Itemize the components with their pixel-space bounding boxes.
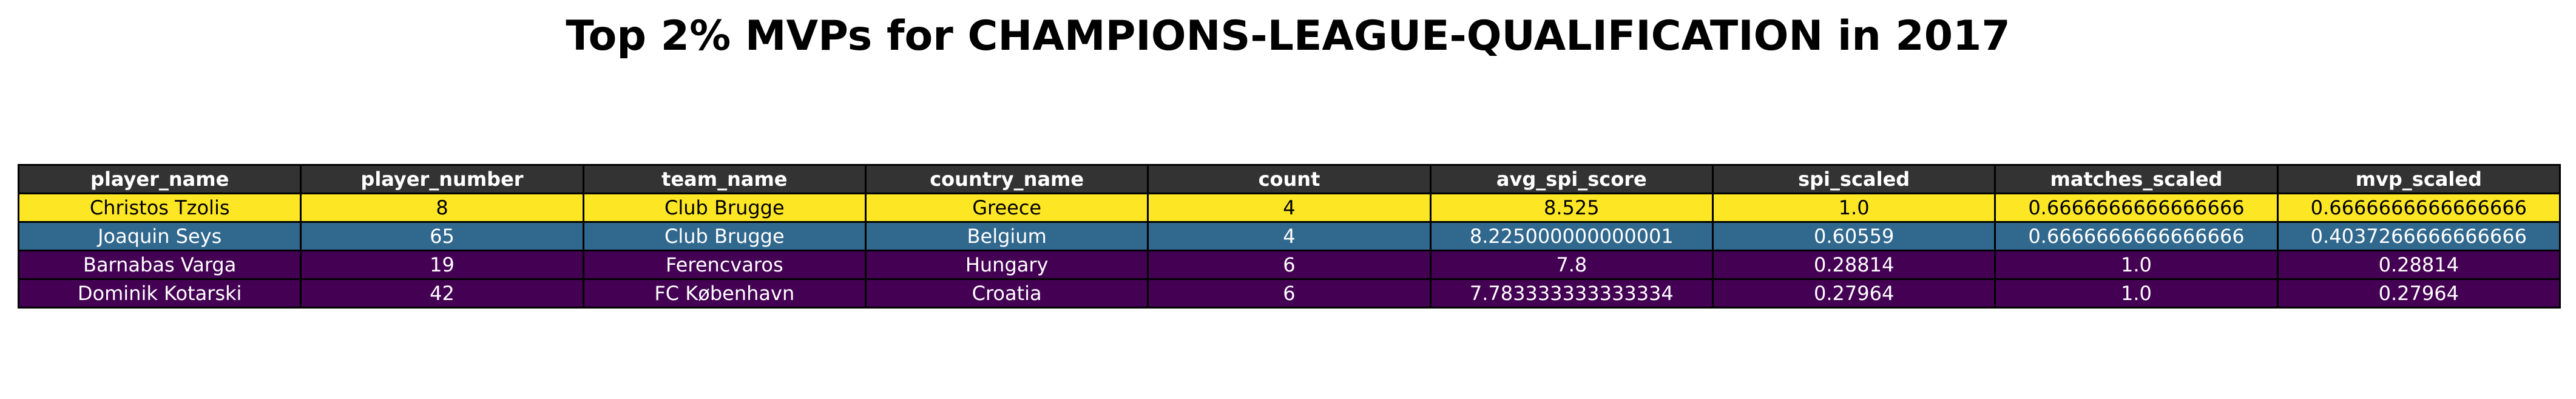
cell-matches-scaled: 0.6666666666666666 — [1994, 193, 2279, 223]
header-mvp-scaled: mvp_scaled — [2276, 164, 2561, 194]
cell-count: 4 — [1147, 193, 1432, 223]
mvp-table-container: player_name player_number team_name coun… — [17, 164, 2561, 309]
cell-mvp-scaled: 0.28814 — [2276, 250, 2561, 280]
cell-country-name: Hungary — [864, 250, 1149, 280]
cell-avg-spi-score: 7.8 — [1429, 250, 1714, 280]
header-matches-scaled: matches_scaled — [1994, 164, 2279, 194]
cell-player-name: Christos Tzolis — [17, 193, 302, 223]
cell-spi-scaled: 1.0 — [1711, 193, 1996, 223]
cell-player-number: 8 — [300, 193, 584, 223]
cell-country-name: Greece — [864, 193, 1149, 223]
cell-player-name: Dominik Kotarski — [17, 278, 302, 309]
cell-player-number: 65 — [300, 221, 584, 251]
cell-player-number: 42 — [300, 278, 584, 309]
cell-avg-spi-score: 8.525 — [1429, 193, 1714, 223]
table-row: Dominik Kotarski 42 FC København Croatia… — [17, 278, 2561, 309]
mvp-table: player_name player_number team_name coun… — [17, 164, 2561, 309]
cell-matches-scaled: 1.0 — [1994, 278, 2279, 309]
cell-team-name: FC København — [582, 278, 867, 309]
cell-team-name: Ferencvaros — [582, 250, 867, 280]
cell-mvp-scaled: 0.6666666666666666 — [2276, 193, 2561, 223]
cell-spi-scaled: 0.27964 — [1711, 278, 1996, 309]
cell-team-name: Club Brugge — [582, 221, 867, 251]
header-country-name: country_name — [864, 164, 1149, 194]
table-row: Barnabas Varga 19 Ferencvaros Hungary 6 … — [17, 250, 2561, 280]
header-spi-scaled: spi_scaled — [1711, 164, 1996, 194]
header-count: count — [1147, 164, 1432, 194]
cell-country-name: Belgium — [864, 221, 1149, 251]
header-team-name: team_name — [582, 164, 867, 194]
cell-mvp-scaled: 0.4037266666666666 — [2276, 221, 2561, 251]
cell-player-number: 19 — [300, 250, 584, 280]
cell-team-name: Club Brugge — [582, 193, 867, 223]
cell-count: 6 — [1147, 278, 1432, 309]
cell-spi-scaled: 0.60559 — [1711, 221, 1996, 251]
cell-mvp-scaled: 0.27964 — [2276, 278, 2561, 309]
cell-matches-scaled: 1.0 — [1994, 250, 2279, 280]
header-player-number: player_number — [300, 164, 584, 194]
cell-avg-spi-score: 7.783333333333334 — [1429, 278, 1714, 309]
header-avg-spi-score: avg_spi_score — [1429, 164, 1714, 194]
cell-count: 6 — [1147, 250, 1432, 280]
table-row: Joaquin Seys 65 Club Brugge Belgium 4 8.… — [17, 221, 2561, 251]
cell-count: 4 — [1147, 221, 1432, 251]
cell-spi-scaled: 0.28814 — [1711, 250, 1996, 280]
cell-player-name: Joaquin Seys — [17, 221, 302, 251]
table-header-row: player_name player_number team_name coun… — [17, 164, 2561, 194]
table-row: Christos Tzolis 8 Club Brugge Greece 4 8… — [17, 193, 2561, 223]
cell-matches-scaled: 0.6666666666666666 — [1994, 221, 2279, 251]
cell-country-name: Croatia — [864, 278, 1149, 309]
cell-player-name: Barnabas Varga — [17, 250, 302, 280]
chart-title: Top 2% MVPs for CHAMPIONS-LEAGUE-QUALIFI… — [566, 12, 2010, 60]
header-player-name: player_name — [17, 164, 302, 194]
cell-avg-spi-score: 8.225000000000001 — [1429, 221, 1714, 251]
